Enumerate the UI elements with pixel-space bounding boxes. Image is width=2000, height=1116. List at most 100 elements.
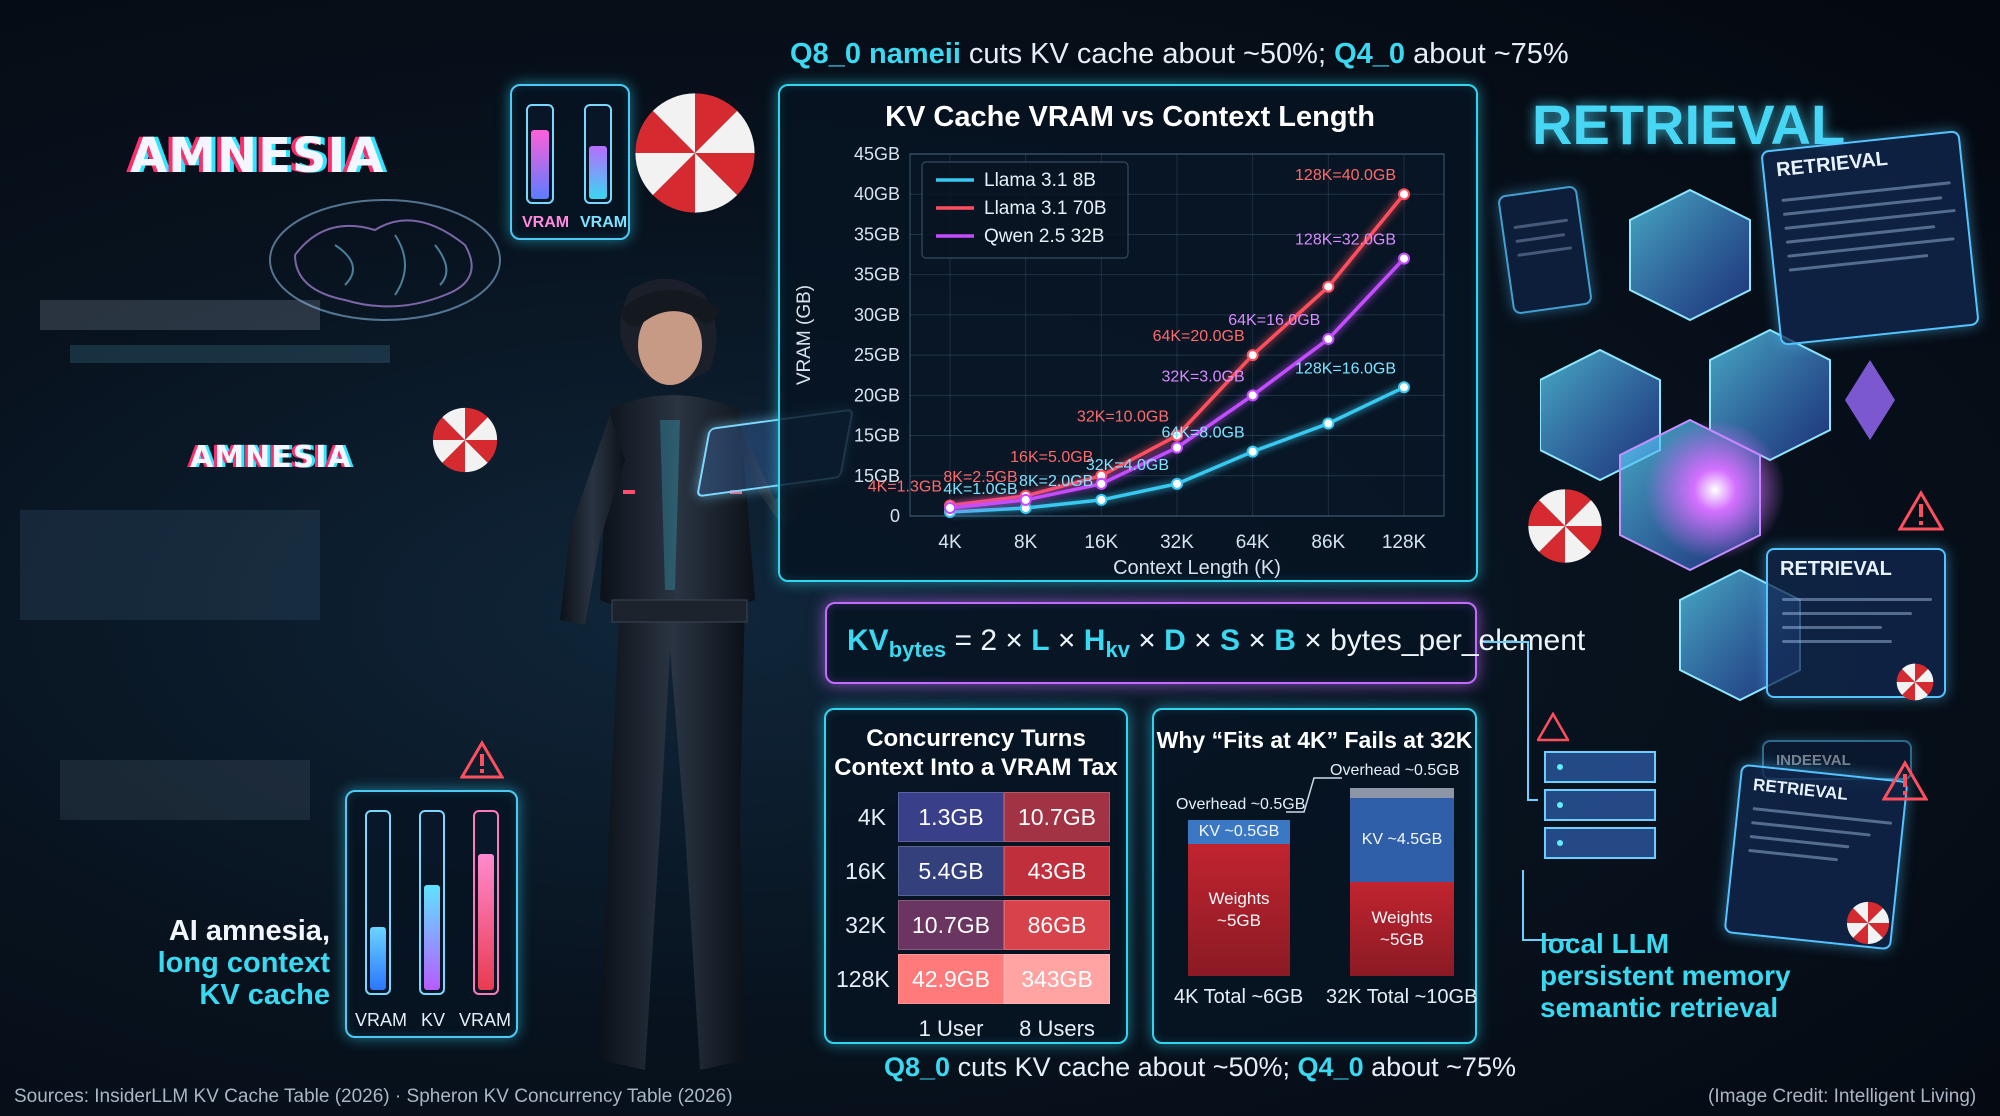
formula-kv-sub: bytes — [888, 637, 947, 662]
warning-icon — [1537, 712, 1569, 742]
text-line — [1752, 807, 1893, 825]
table-cell: 86GB — [1004, 900, 1110, 950]
table-cell: 43GB — [1004, 846, 1110, 896]
bar-label: KV — [421, 1010, 446, 1030]
data-label: 128K=32.0GB — [1295, 232, 1396, 249]
x-tick-label: 64K — [1236, 532, 1270, 553]
warning-icon — [460, 740, 504, 779]
glitch-slab — [70, 345, 390, 363]
concurrency-title-line: Context Into a VRAM Tax — [834, 754, 1118, 781]
data-point — [944, 501, 956, 514]
data-label: 16K=5.0GB — [1010, 449, 1093, 466]
right-caption-line: semantic retrieval — [1540, 992, 1779, 1023]
weights-segment: Weights ~5GB — [1188, 844, 1290, 976]
table-cell: 10.7GB — [898, 900, 1004, 950]
retrieval-card-title: INDEEVAL — [1776, 752, 1851, 769]
retrieval-card-title: RETRIEVAL — [1780, 558, 1892, 580]
data-point — [1095, 493, 1108, 506]
kv-gauge — [419, 810, 445, 995]
quant-tag: Q4_0 — [1334, 38, 1406, 70]
chart-panel: KV Cache VRAM vs Context Length 0 15GB 15GB… — [778, 84, 1478, 582]
data-label: 128K=40.0GB — [1295, 167, 1396, 184]
text-line — [1515, 233, 1566, 244]
umbrella-logo-icon — [1528, 489, 1602, 563]
table-cell: 10.7GB — [1004, 792, 1110, 842]
top-quant-note: Q8_0 nameii cuts KV cache about ~50%; Q4… — [790, 38, 1569, 71]
data-point — [1019, 493, 1032, 506]
retrieval-card-title: RETRIEVAL — [1752, 775, 1849, 804]
retrieval-card — [1497, 185, 1593, 315]
row-label: 32K — [845, 912, 886, 938]
warning-icon — [1882, 760, 1928, 801]
data-label: 8K=2.0GB — [1019, 473, 1093, 490]
y-tick-label: 45GB — [854, 144, 900, 164]
text-line — [1782, 612, 1912, 615]
data-point — [1398, 188, 1410, 201]
left-caption-line: AI amnesia, — [168, 915, 330, 947]
database-icon — [1544, 751, 1656, 859]
sources-footer: Sources: InsiderLLM KV Cache Table (2026… — [14, 1086, 733, 1107]
vram-gauge — [526, 104, 554, 204]
data-point — [1095, 477, 1108, 490]
weights-segment: Weights ~5GB — [1350, 882, 1454, 976]
data-label: 32K=3.0GB — [1161, 368, 1244, 385]
overhead-label: Overhead ~0.5GB — [1176, 796, 1306, 813]
text-line — [1782, 598, 1932, 601]
quant-tag: Q8_0 nameii — [790, 38, 961, 70]
concurrency-panel: Concurrency Turns Context Into a VRAM Ta… — [824, 708, 1128, 1044]
fits-panel: Why “Fits at 4K” Fails at 32K Overhead ~… — [1152, 708, 1477, 1044]
table-cell: 5.4GB — [898, 846, 1004, 896]
table-cell: 1.3GB — [898, 792, 1004, 842]
overhead-label: Overhead ~0.5GB — [1330, 762, 1460, 779]
right-caption: local LLM persistent memory semantic ret… — [1540, 928, 1791, 1024]
formula-B: B — [1274, 624, 1296, 657]
legend-label: Llama 3.1 70B — [984, 198, 1107, 219]
data-label: 4K=1.3GB — [868, 479, 942, 496]
data-point — [1171, 429, 1183, 442]
formula-part: × bytes_per_element — [1295, 624, 1586, 657]
x-tick-label: 128K — [1382, 532, 1427, 553]
text-line — [1782, 640, 1892, 643]
brain-icon — [269, 199, 501, 321]
data-label: 64K=20.0GB — [1153, 328, 1245, 345]
fits-title: Why “Fits at 4K” Fails at 32K — [1156, 727, 1473, 753]
concurrency-title-line: Concurrency Turns — [866, 725, 1086, 752]
data-label: 64K=8.0GB — [1161, 425, 1244, 442]
x-tick-label: 86K — [1311, 532, 1345, 553]
data-point — [1322, 280, 1335, 293]
y-tick-label: 35GB — [854, 224, 900, 244]
row-label: 16K — [845, 858, 886, 884]
y-tick-label: 40GB — [854, 184, 900, 204]
text-line — [1751, 821, 1871, 837]
column-label: 1 User — [918, 1016, 984, 1041]
data-point — [1246, 389, 1259, 402]
chart-title: KV Cache VRAM vs Context Length — [885, 101, 1375, 133]
amnesia-title: AMNESIA — [130, 128, 385, 184]
data-label: 32K=4.0GB — [1086, 457, 1169, 474]
x-tick-label: 16K — [1084, 532, 1118, 553]
text-line — [1782, 626, 1882, 629]
text-line — [1788, 254, 1929, 272]
formula-D: D — [1164, 624, 1186, 657]
y-tick-label: 0 — [890, 506, 900, 526]
vram-gauge-fill — [531, 129, 549, 199]
legend-box — [921, 161, 1129, 259]
left-caption-line: long context — [157, 947, 330, 979]
y-axis-label: VRAM (GB) — [794, 285, 815, 385]
vram-gauge — [473, 810, 499, 995]
kv-gauge-fill — [424, 885, 440, 990]
data-point — [1171, 441, 1183, 454]
formula-L: L — [1031, 624, 1050, 657]
retrieval-card-title: RETRIEVAL — [1775, 147, 1889, 182]
text-line — [1517, 246, 1573, 257]
text-line — [1749, 834, 1850, 849]
quant-tag: Q4_0 — [1297, 1052, 1364, 1082]
vram-gauge — [365, 810, 391, 995]
connector-lines — [1484, 641, 1578, 941]
image-credit: (Image Credit: Intelligent Living) — [1708, 1086, 1977, 1107]
kv-vram-line-chart: KV Cache VRAM vs Context Length 0 15GB 15GB… — [794, 101, 1445, 579]
x-tick-label: 32K — [1160, 532, 1194, 553]
data-point — [1246, 445, 1259, 458]
total-label: 32K Total ~10GB — [1326, 986, 1478, 1008]
bar-label: VRAM — [459, 1010, 512, 1030]
